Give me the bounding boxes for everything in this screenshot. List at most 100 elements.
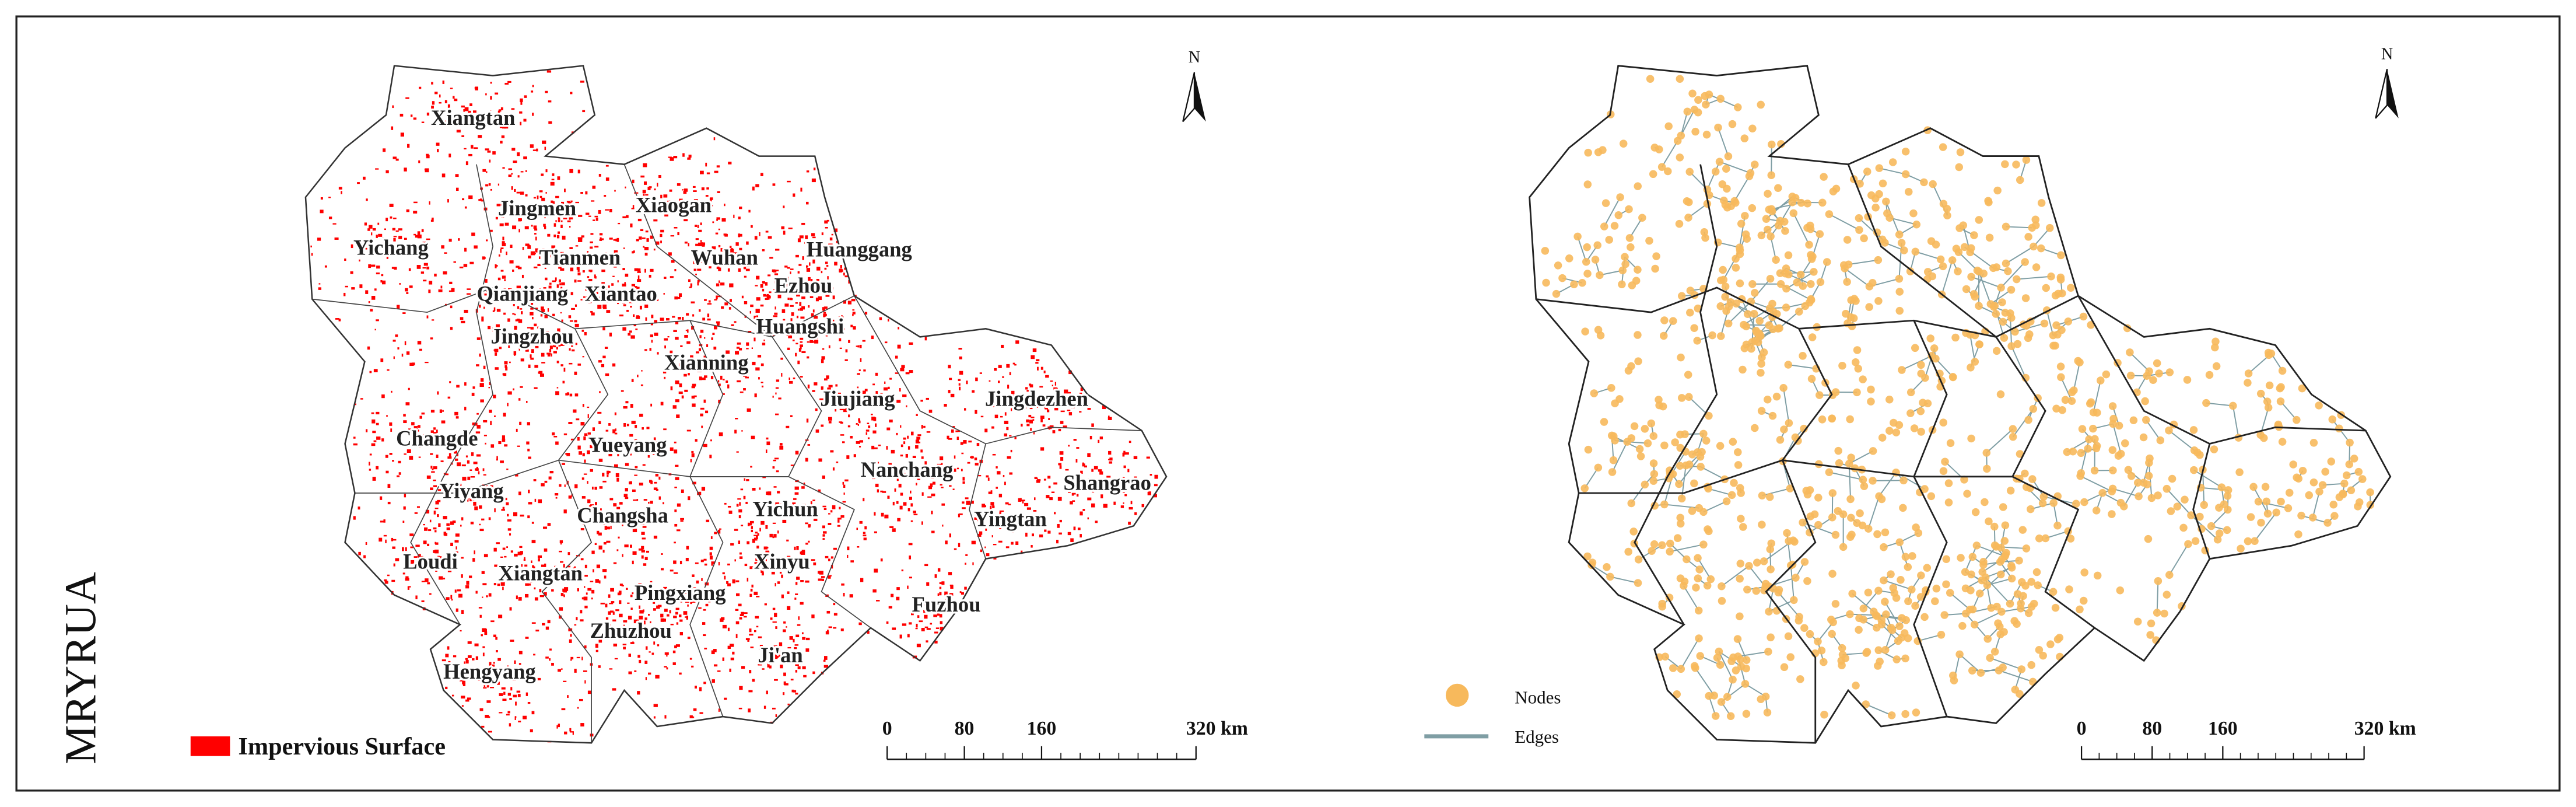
- impervious-patch: [1039, 534, 1043, 537]
- impervious-patch: [875, 423, 877, 427]
- impervious-patch: [548, 248, 552, 251]
- impervious-patch: [392, 546, 396, 549]
- impervious-patch: [700, 240, 702, 243]
- impervious-patch: [456, 385, 460, 388]
- impervious-patch: [926, 431, 931, 433]
- impervious-patch: [481, 316, 484, 320]
- impervious-patch: [476, 290, 479, 293]
- node: [1863, 648, 1871, 656]
- impervious-patch: [457, 462, 461, 467]
- impervious-patch: [649, 445, 653, 448]
- impervious-patch: [787, 347, 790, 350]
- node: [1693, 337, 1701, 345]
- impervious-patch: [548, 254, 551, 258]
- impervious-patch: [874, 447, 878, 449]
- impervious-patch: [518, 229, 520, 233]
- node: [2179, 523, 2188, 532]
- impervious-patch: [623, 423, 626, 427]
- impervious-patch: [949, 485, 952, 487]
- impervious-patch: [590, 504, 594, 508]
- impervious-patch: [625, 273, 629, 277]
- impervious-patch: [707, 313, 710, 317]
- impervious-patch: [772, 653, 777, 656]
- impervious-patch: [758, 377, 760, 380]
- impervious-patch: [775, 323, 778, 325]
- impervious-patch: [628, 671, 632, 675]
- node: [2063, 448, 2072, 456]
- node: [2001, 309, 2010, 317]
- impervious-patch: [687, 596, 689, 599]
- impervious-patch: [903, 502, 907, 506]
- impervious-patch: [615, 473, 619, 477]
- impervious-patch: [572, 262, 575, 265]
- impervious-patch: [492, 151, 496, 155]
- impervious-patch: [650, 235, 653, 239]
- impervious-patch: [847, 301, 852, 305]
- node: [1757, 100, 1765, 109]
- impervious-patch: [875, 400, 878, 404]
- impervious-patch: [501, 135, 505, 138]
- impervious-patch: [743, 373, 747, 377]
- impervious-patch: [464, 148, 467, 150]
- node: [2009, 425, 2017, 433]
- impervious-patch: [485, 442, 486, 445]
- edge: [1719, 161, 1751, 174]
- impervious-patch: [1021, 499, 1025, 502]
- impervious-patch: [795, 662, 799, 666]
- impervious-patch: [1026, 424, 1030, 427]
- impervious-patch: [591, 598, 593, 600]
- node: [2308, 513, 2317, 522]
- node: [2013, 590, 2022, 598]
- impervious-patch: [920, 449, 923, 453]
- impervious-patch: [627, 632, 632, 635]
- impervious-patch: [772, 621, 777, 623]
- impervious-patch: [383, 148, 386, 152]
- impervious-patch: [539, 595, 544, 598]
- impervious-patch: [986, 475, 989, 478]
- impervious-patch: [700, 413, 703, 417]
- node: [1997, 556, 2006, 564]
- impervious-patch: [941, 602, 945, 605]
- impervious-patch: [488, 731, 492, 733]
- impervious-patch: [1026, 390, 1030, 392]
- node: [2278, 438, 2287, 446]
- impervious-patch: [583, 296, 586, 298]
- impervious-patch: [413, 556, 418, 558]
- node: [2244, 379, 2252, 387]
- impervious-patch: [847, 546, 850, 551]
- impervious-patch: [790, 305, 794, 307]
- node: [1658, 599, 1666, 608]
- node: [1999, 503, 2007, 511]
- impervious-patch: [417, 341, 422, 345]
- impervious-patch: [767, 236, 772, 239]
- impervious-patch: [704, 375, 707, 378]
- impervious-patch: [460, 630, 462, 632]
- impervious-patch: [643, 499, 647, 501]
- impervious-patch: [530, 729, 533, 732]
- impervious-patch: [792, 502, 796, 506]
- impervious-patch: [774, 273, 779, 275]
- node: [2165, 426, 2173, 435]
- node: [1757, 369, 1765, 377]
- impervious-patch: [992, 453, 996, 456]
- impervious-patch: [455, 174, 459, 177]
- node: [1705, 90, 1713, 99]
- impervious-patch: [575, 343, 577, 345]
- impervious-patch: [404, 167, 407, 172]
- node: [1699, 429, 1708, 438]
- impervious-patch: [842, 481, 844, 485]
- impervious-patch: [746, 342, 749, 346]
- node: [1929, 180, 1937, 188]
- node: [1607, 431, 1616, 440]
- impervious-patch: [467, 288, 471, 290]
- impervious-patch: [633, 499, 637, 501]
- impervious-patch: [543, 526, 548, 529]
- impervious-patch: [619, 502, 623, 505]
- impervious-patch: [780, 665, 783, 669]
- impervious-patch: [811, 559, 815, 561]
- impervious-patch: [774, 280, 777, 284]
- impervious-patch: [385, 539, 387, 543]
- impervious-patch: [660, 229, 664, 233]
- node: [2049, 588, 2058, 596]
- impervious-patch: [532, 575, 536, 578]
